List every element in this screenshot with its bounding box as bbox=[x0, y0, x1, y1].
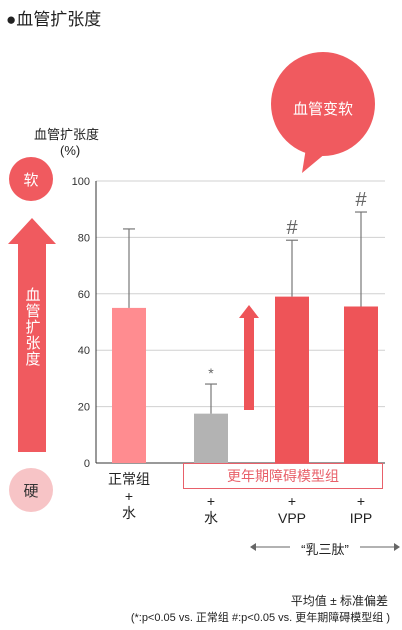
x-label-vpp-sub: VPP bbox=[277, 510, 306, 526]
hard-circle: 硬 bbox=[9, 468, 53, 512]
significance-mark: # bbox=[355, 189, 367, 211]
bar bbox=[344, 306, 378, 463]
y-tick-label: 100 bbox=[72, 176, 90, 188]
x-label-model-water: + 水 bbox=[186, 493, 236, 527]
x-label-ipp-plus: + bbox=[356, 493, 366, 509]
x-label-normal-sub: 水 bbox=[122, 505, 136, 521]
footnote-significance: (*:p<0.05 vs. 正常组 #:p<0.05 vs. 更年期障碍模型组 … bbox=[130, 612, 390, 624]
arrow-label-box: 血管扩张度 bbox=[8, 222, 56, 432]
bar bbox=[275, 296, 309, 463]
x-label-normal-plus: + bbox=[124, 488, 134, 504]
up-arrow-icon bbox=[8, 218, 56, 452]
soft-circle: 软 bbox=[9, 157, 53, 201]
speech-bubble bbox=[271, 52, 375, 173]
x-label-normal-name: 正常组 bbox=[108, 471, 150, 487]
bar bbox=[194, 413, 228, 463]
arrow-label: 血管扩张度 bbox=[23, 287, 41, 367]
y-tick-label: 20 bbox=[78, 402, 90, 414]
x-label-normal: 正常组 + 水 bbox=[104, 471, 154, 522]
y-axis-unit: 血管扩张度 (%) bbox=[34, 127, 99, 159]
bar bbox=[112, 307, 146, 463]
y-tick-label: 40 bbox=[78, 345, 90, 357]
x-label-model-water-sub: 水 bbox=[204, 510, 218, 526]
y-tick-label: 0 bbox=[84, 458, 90, 470]
y-axis-unit-percent: (%) bbox=[60, 143, 81, 158]
peptide-bracket bbox=[250, 543, 400, 551]
x-label-model-water-plus: + bbox=[206, 493, 216, 509]
bubble-label: 血管变软 bbox=[292, 101, 353, 118]
x-label-ipp-sub: IPP bbox=[349, 510, 373, 526]
y-axis-unit-name: 血管扩张度 bbox=[34, 127, 100, 142]
y-tick-label: 80 bbox=[78, 232, 90, 244]
significance-mark: * bbox=[208, 365, 214, 381]
x-label-vpp-plus: + bbox=[287, 493, 297, 509]
y-tick-label: 60 bbox=[78, 289, 90, 301]
significance-mark: # bbox=[286, 217, 298, 239]
increase-arrow-icon bbox=[239, 305, 259, 410]
peptide-label: “乳三肽” bbox=[301, 542, 349, 557]
x-label-ipp: + IPP bbox=[336, 493, 386, 527]
x-label-vpp: + VPP bbox=[267, 493, 317, 527]
footnote-mean-sd: 平均值 ± 标准偏差 bbox=[290, 594, 388, 608]
model-group-box: 更年期障碍模型组 bbox=[183, 463, 383, 489]
chart-title: ●血管扩张度 bbox=[6, 10, 102, 29]
